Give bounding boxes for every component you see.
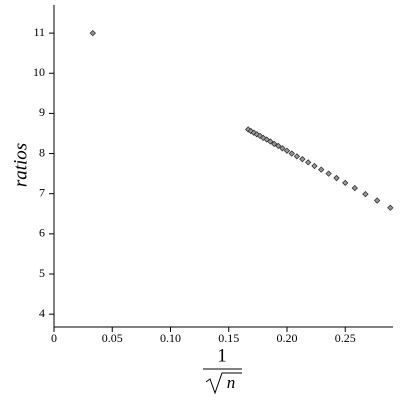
x-axis-label: 1 n xyxy=(203,345,242,395)
data-point xyxy=(256,132,264,140)
data-point xyxy=(288,150,295,157)
data-point xyxy=(275,142,282,150)
y-tick-label: 8 xyxy=(39,145,45,159)
x-tick-label: 0.05 xyxy=(102,331,123,345)
y-tick-label: 10 xyxy=(33,65,45,79)
data-point xyxy=(271,140,278,148)
data-point xyxy=(250,129,257,136)
data-point xyxy=(245,126,252,133)
y-tick-label: 7 xyxy=(39,185,45,199)
data-point xyxy=(333,174,340,182)
data-point xyxy=(253,131,260,138)
x-tick-label: 0.10 xyxy=(160,331,181,345)
data-point xyxy=(283,147,291,154)
data-point xyxy=(299,156,306,163)
x-label-numerator: 1 xyxy=(217,345,227,366)
data-point xyxy=(325,170,332,177)
y-tick-label: 4 xyxy=(39,306,45,320)
data-point xyxy=(318,166,325,173)
data-point xyxy=(311,162,318,170)
data-point xyxy=(387,204,394,211)
data-point xyxy=(89,29,96,37)
data-point xyxy=(342,179,349,187)
x-tick-label: 0.15 xyxy=(218,331,239,345)
y-tick-label: 9 xyxy=(39,105,45,119)
x-tick-label: 0 xyxy=(51,331,57,345)
data-point xyxy=(351,184,358,192)
y-tick-label: 5 xyxy=(39,266,45,280)
data-point xyxy=(293,153,301,160)
data-point xyxy=(267,138,274,145)
y-tick-label: 11 xyxy=(33,25,45,39)
data-point xyxy=(263,136,270,143)
data-point xyxy=(373,197,381,204)
data-point xyxy=(279,145,286,152)
sqrt-sign xyxy=(205,372,242,395)
y-tick-label: 6 xyxy=(39,226,45,240)
x-label-radicand: n xyxy=(227,373,236,392)
data-point xyxy=(260,134,267,142)
data-point xyxy=(362,190,369,198)
x-tick-label: 0.20 xyxy=(276,331,297,345)
x-tick-label: 0.25 xyxy=(335,331,356,345)
data-point xyxy=(305,159,312,166)
y-axis-label: ratios xyxy=(10,143,31,187)
